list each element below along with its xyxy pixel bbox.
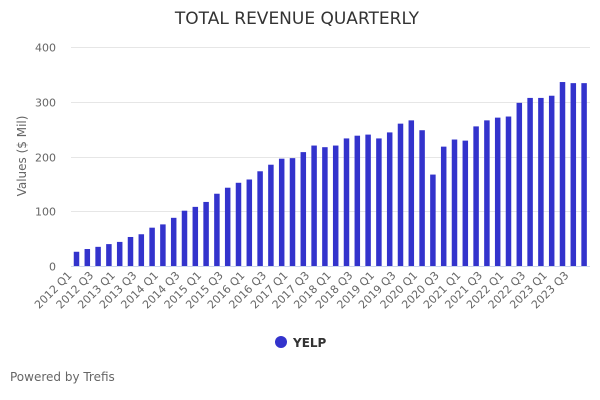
bar-2015-q4[interactable]: [235, 182, 242, 266]
legend-label[interactable]: YELP: [292, 336, 327, 350]
bar-2012-q3[interactable]: [95, 246, 101, 266]
bar-2013-q3[interactable]: [138, 234, 145, 266]
bar-2018-q3[interactable]: [354, 135, 361, 266]
bar-2013-q2[interactable]: [127, 236, 134, 266]
footer-credit: Powered by Trefis: [10, 370, 115, 384]
bar-2016-q4[interactable]: [278, 158, 285, 266]
y-axis-label: Values ($ Mil): [15, 116, 29, 197]
bar-2021-q1[interactable]: [462, 140, 469, 266]
bar-2017-q3[interactable]: [311, 145, 317, 266]
bar-2020-q2[interactable]: [430, 174, 436, 266]
legend[interactable]: YELP: [275, 336, 327, 350]
bar-2023-q4[interactable]: [581, 83, 587, 266]
bars: [73, 82, 587, 267]
bar-2017-q2[interactable]: [300, 152, 307, 266]
y-tick-label: 200: [35, 152, 56, 165]
bar-2019-q3[interactable]: [397, 123, 404, 267]
bar-2019-q2[interactable]: [386, 132, 393, 266]
bar-2014-q3[interactable]: [181, 210, 188, 266]
bar-2023-q3[interactable]: [570, 83, 577, 266]
bar-2012-q2[interactable]: [84, 249, 91, 266]
bar-2021-q3[interactable]: [484, 120, 490, 266]
bar-2022-q3[interactable]: [527, 97, 533, 266]
bar-2022-q1[interactable]: [505, 116, 512, 266]
bar-2022-q2[interactable]: [516, 102, 523, 266]
bar-2021-q2[interactable]: [473, 126, 479, 266]
bar-2023-q1[interactable]: [548, 95, 555, 266]
bar-2016-q3[interactable]: [268, 164, 274, 266]
y-tick-label: 300: [35, 97, 56, 110]
bar-2012-q1[interactable]: [73, 251, 80, 266]
chart-title: TOTAL REVENUE QUARTERLY: [174, 9, 420, 29]
bar-2020-q4[interactable]: [451, 139, 458, 266]
bar-2013-q1[interactable]: [116, 241, 123, 266]
bar-2015-q1[interactable]: [203, 201, 209, 266]
bar-2012-q4[interactable]: [106, 244, 112, 266]
y-tick-label: 400: [35, 42, 56, 55]
bar-2017-q4[interactable]: [322, 147, 328, 266]
bar-2014-q1[interactable]: [160, 224, 166, 266]
bar-2013-q4[interactable]: [149, 227, 155, 266]
bar-2018-q1[interactable]: [332, 145, 339, 266]
bar-2017-q1[interactable]: [289, 158, 296, 266]
bar-2016-q2[interactable]: [257, 171, 263, 266]
bar-2014-q4[interactable]: [192, 206, 199, 266]
bar-2015-q2[interactable]: [214, 193, 220, 266]
bar-2019-q1[interactable]: [376, 138, 382, 266]
y-tick-label: 0: [49, 261, 56, 274]
y-axis-ticks: 0 100 200 300 400: [35, 42, 56, 274]
y-tick-label: 100: [35, 206, 56, 219]
bar-2014-q2[interactable]: [170, 217, 177, 266]
bar-2021-q4[interactable]: [494, 117, 501, 266]
bar-2018-q2[interactable]: [343, 138, 350, 266]
bar-2020-q1[interactable]: [419, 130, 425, 266]
bar-2018-q4[interactable]: [365, 134, 371, 266]
bar-2020-q3[interactable]: [440, 146, 447, 266]
legend-marker-icon: [275, 336, 287, 348]
bar-2022-q4[interactable]: [538, 97, 544, 266]
gridlines: [71, 47, 590, 212]
bar-2019-q4[interactable]: [408, 120, 415, 266]
bar-2015-q3[interactable]: [224, 187, 231, 266]
bar-2016-q1[interactable]: [246, 179, 253, 267]
bar-2023-q2[interactable]: [559, 82, 566, 266]
